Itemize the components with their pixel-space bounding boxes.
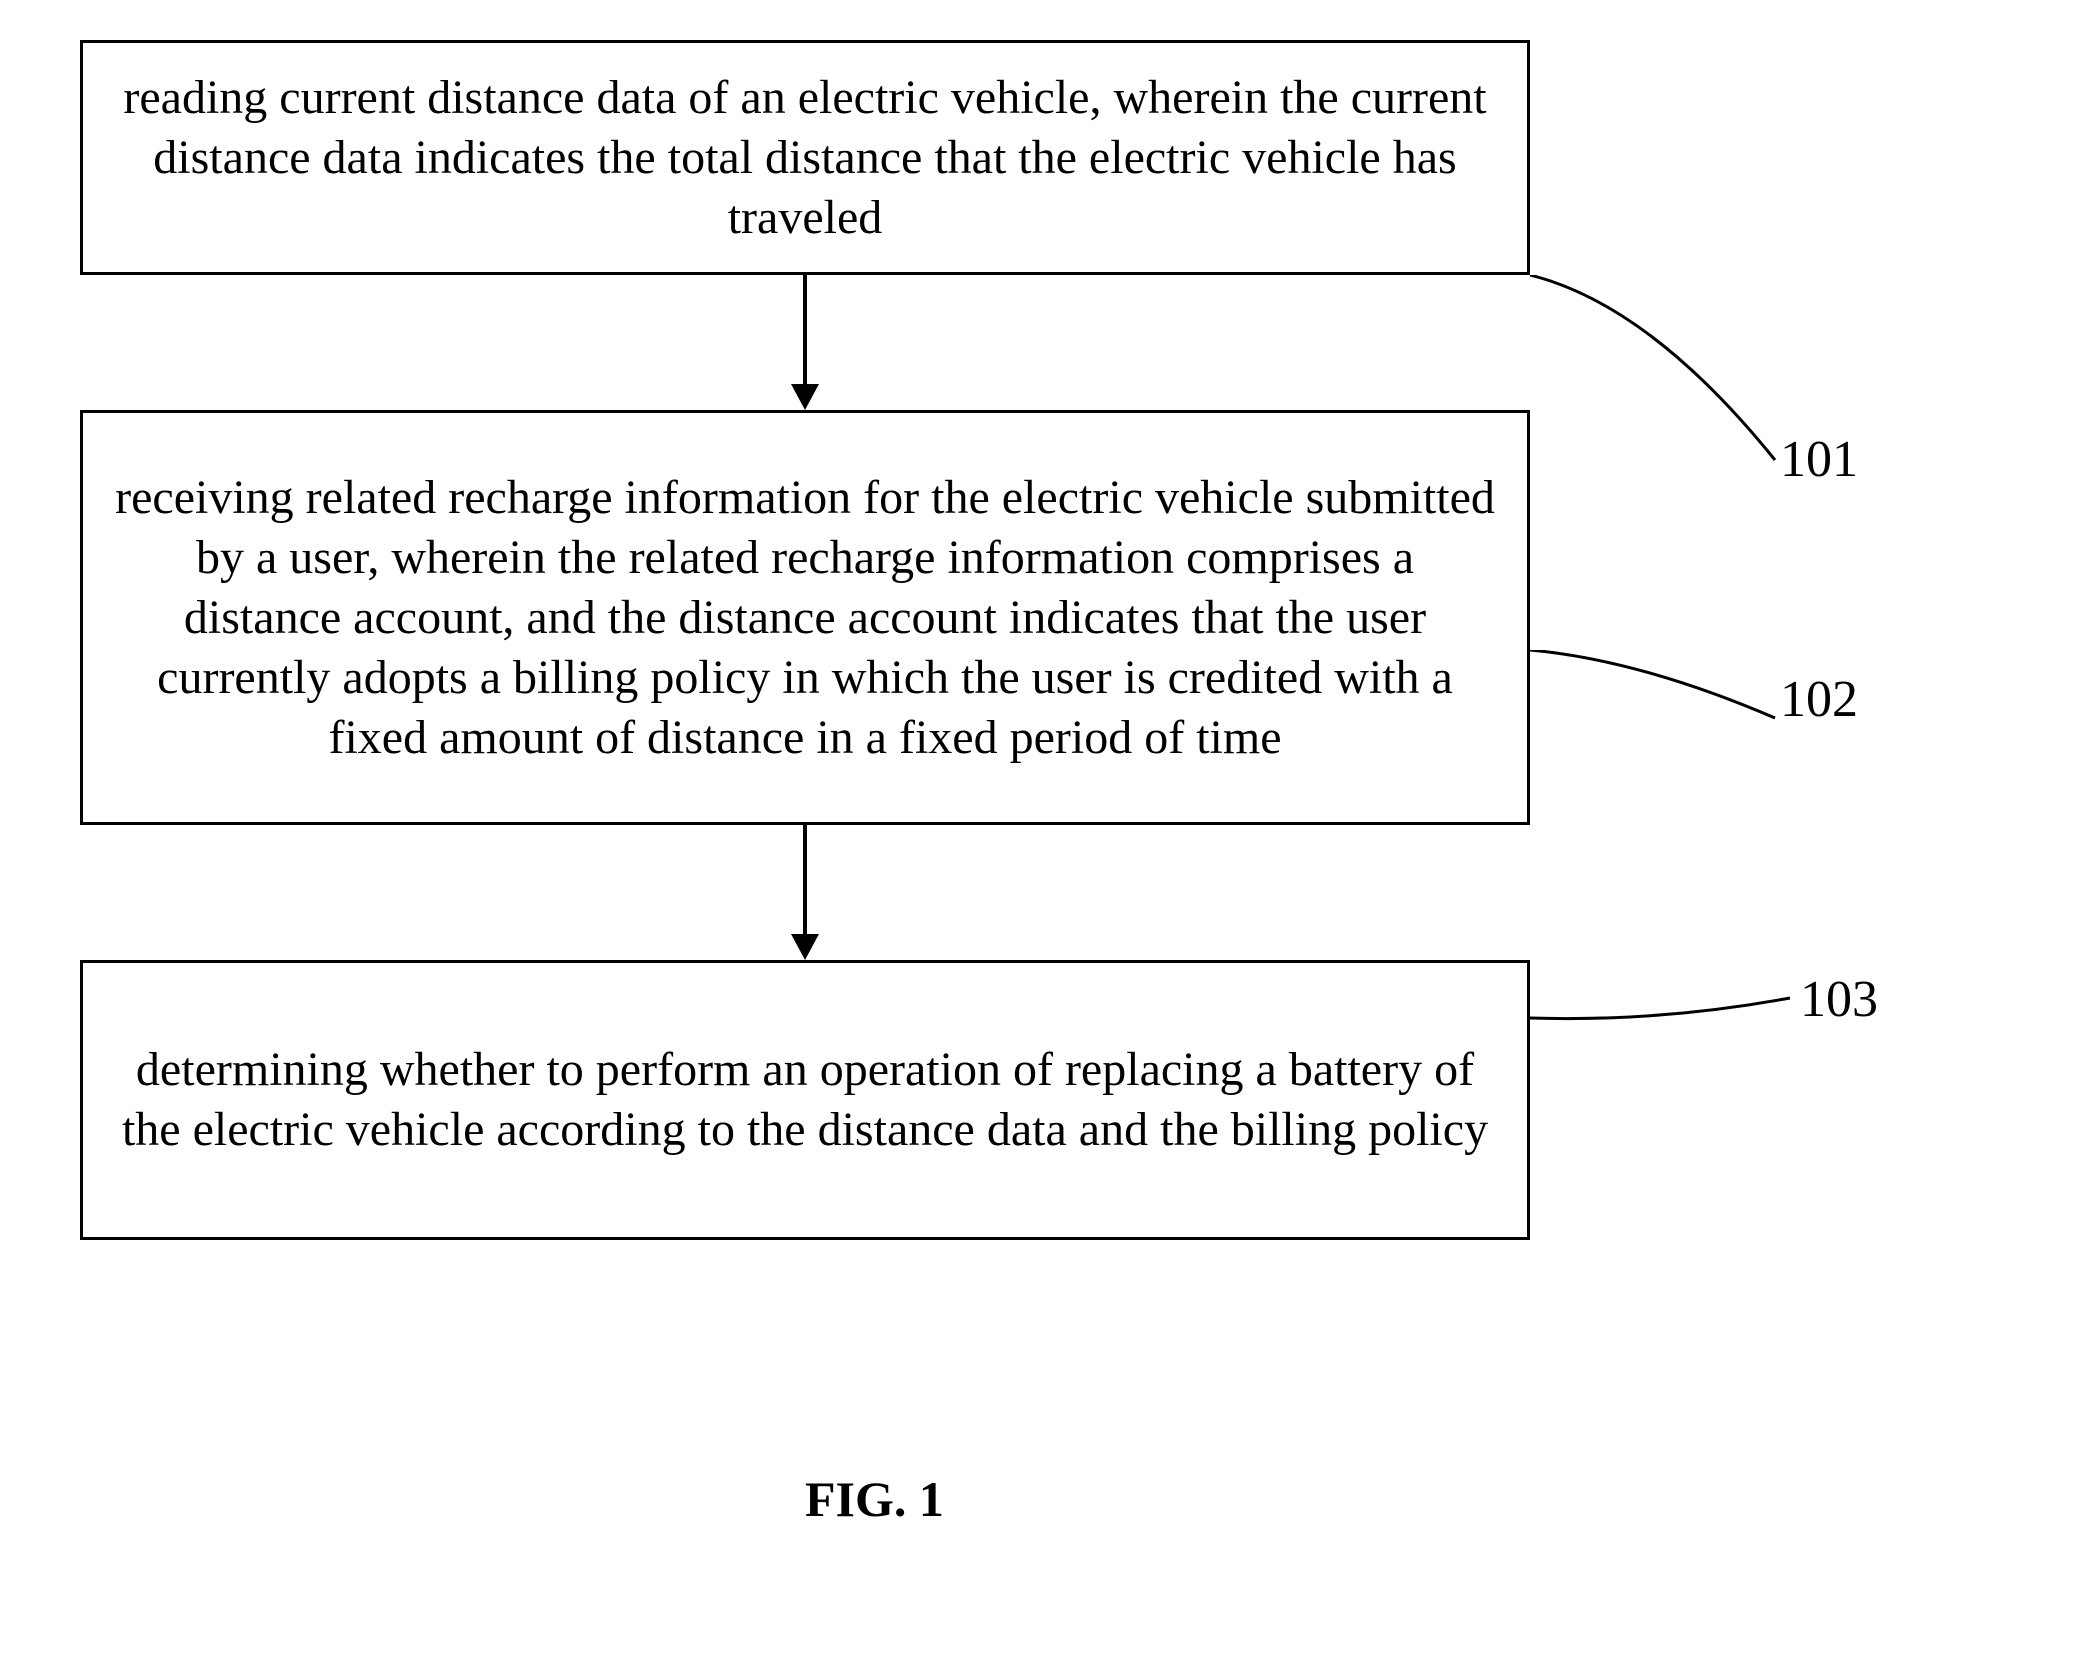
arrow-102-to-103-line bbox=[803, 825, 807, 934]
label-103: 103 bbox=[1800, 970, 1878, 1029]
flowchart-node-103: determining whether to perform an operat… bbox=[80, 960, 1530, 1240]
leader-line-101 bbox=[1530, 275, 1790, 475]
leader-line-103 bbox=[1530, 980, 1810, 1030]
node-103-text: determining whether to perform an operat… bbox=[113, 1040, 1497, 1160]
node-101-text: reading current distance data of an elec… bbox=[113, 68, 1497, 248]
label-102: 102 bbox=[1780, 670, 1858, 729]
label-101: 101 bbox=[1780, 430, 1858, 489]
figure-caption: FIG. 1 bbox=[805, 1470, 944, 1528]
flowchart-node-102: receiving related recharge information f… bbox=[80, 410, 1530, 825]
node-102-text: receiving related recharge information f… bbox=[113, 468, 1497, 768]
arrow-102-to-103-head bbox=[791, 934, 819, 960]
flowchart-container: reading current distance data of an elec… bbox=[0, 0, 2091, 1663]
arrow-101-to-102-head bbox=[791, 384, 819, 410]
flowchart-node-101: reading current distance data of an elec… bbox=[80, 40, 1530, 275]
arrow-101-to-102-line bbox=[803, 275, 807, 384]
leader-line-102 bbox=[1530, 650, 1790, 730]
